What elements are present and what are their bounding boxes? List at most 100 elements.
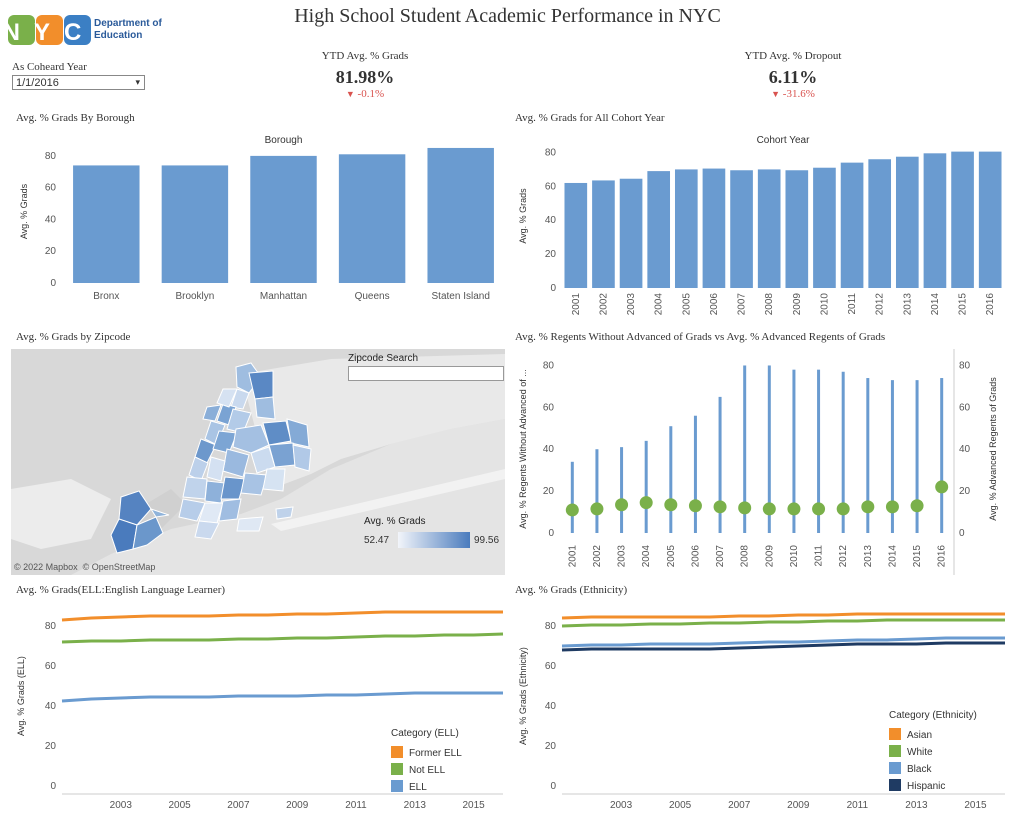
y-axis-label: Avg. % Grads (Ethnicity) bbox=[518, 647, 528, 745]
brooklyn-queens-shapes bbox=[178, 418, 312, 540]
chart-header: Cohort Year bbox=[757, 135, 810, 146]
advanced-regents-point bbox=[787, 502, 801, 516]
regents-without-advanced-bar bbox=[595, 449, 599, 533]
y-tick-label-left: 20 bbox=[543, 486, 555, 497]
regents-without-advanced-bar bbox=[890, 380, 894, 533]
y-tick-label-left: 80 bbox=[543, 360, 555, 371]
bar bbox=[951, 151, 974, 288]
y-tick-label-right: 80 bbox=[959, 360, 971, 371]
logo-graphic: NYC Department of Education bbox=[3, 15, 162, 46]
advanced-regents-point bbox=[935, 480, 949, 494]
y-tick-label: 60 bbox=[45, 183, 57, 194]
cohort-bar-chart[interactable]: Cohort Year Avg. % Grads 0 20 40 60 80 2001 2002… bbox=[508, 128, 1022, 318]
y-tick-label-right: 20 bbox=[959, 486, 971, 497]
kpi-dropout-delta-value: -31.6% bbox=[782, 88, 815, 100]
y-axis-label: Avg. % Grads bbox=[19, 183, 29, 239]
x-tick-label: 2009 bbox=[764, 545, 775, 568]
down-arrow-icon: ▼ bbox=[771, 89, 781, 99]
ell-chart-title: Avg. % Grads(ELL:English Language Learne… bbox=[16, 584, 226, 596]
zipcode-search-input[interactable] bbox=[348, 366, 504, 381]
advanced-regents-point bbox=[565, 503, 579, 517]
x-tick-label: 2012 bbox=[838, 545, 849, 568]
ethnicity-line-chart[interactable]: Avg. % Grads (Ethnicity) 0 20 40 60 80 2003 200… bbox=[508, 598, 1022, 821]
kpi-dropout-label: YTD Avg. % Dropout bbox=[744, 50, 842, 62]
borough-bar-chart[interactable]: Borough Avg. % Grads 0 20 40 60 80 Bronx Brookly… bbox=[0, 128, 505, 313]
regents-without-advanced-bar bbox=[718, 396, 722, 533]
advanced-regents-point bbox=[762, 502, 776, 516]
y-tick-label: 40 bbox=[545, 215, 557, 226]
x-tick-label: 2004 bbox=[654, 293, 665, 316]
y-tick-label-right: 60 bbox=[959, 402, 971, 413]
y-tick-label: 0 bbox=[550, 283, 556, 294]
bar bbox=[923, 153, 947, 288]
x-tick-label: 2009 bbox=[286, 800, 309, 811]
x-tick-label: 2001 bbox=[567, 545, 578, 568]
advanced-regents-point bbox=[836, 502, 850, 516]
x-tick-label: 2010 bbox=[819, 293, 830, 316]
x-tick-label: 2011 bbox=[814, 545, 825, 567]
bar bbox=[757, 169, 781, 288]
regents-without-advanced-bar bbox=[841, 371, 845, 533]
legend-swatch bbox=[889, 762, 901, 774]
zipcode-map[interactable]: © 2022 Mapbox © OpenStreetMap bbox=[11, 349, 505, 575]
x-tick-label: 2006 bbox=[709, 293, 720, 316]
x-tick-label: 2004 bbox=[641, 545, 652, 568]
y-tick-label: 40 bbox=[545, 701, 557, 712]
regents-without-advanced-bar bbox=[669, 426, 673, 533]
y-tick-label: 0 bbox=[550, 781, 556, 792]
regents-without-advanced-bar bbox=[866, 378, 870, 533]
x-tick-label: 2005 bbox=[681, 293, 692, 316]
bar bbox=[647, 171, 671, 288]
cohort-year-value: 1/1/2016 bbox=[16, 77, 59, 89]
y-tick-label-right: 0 bbox=[959, 528, 965, 539]
x-tick-label: 2006 bbox=[690, 545, 701, 568]
kpi-grads-value: 81.98% bbox=[335, 67, 395, 87]
kpi-dropout-delta: ▼ -31.6% bbox=[718, 88, 868, 100]
manhattan-shapes bbox=[188, 362, 276, 482]
x-tick-label: 2003 bbox=[626, 293, 637, 316]
bar bbox=[730, 170, 753, 288]
series-line bbox=[561, 618, 1005, 628]
regents-without-advanced-bar bbox=[767, 365, 771, 533]
y-tick-label: 80 bbox=[545, 621, 557, 632]
x-tick-label: Manhattan bbox=[260, 291, 307, 302]
x-tick-label: 2014 bbox=[887, 545, 898, 568]
regents-without-advanced-bar bbox=[570, 461, 574, 533]
y-tick-label: 80 bbox=[545, 147, 557, 158]
chevron-down-icon: ▾ bbox=[135, 77, 140, 87]
series-line bbox=[61, 632, 504, 644]
bar bbox=[427, 147, 494, 283]
x-tick-label: 2007 bbox=[715, 545, 726, 568]
bar bbox=[73, 165, 140, 283]
legend-item: Asian bbox=[907, 730, 932, 741]
y-tick-label: 0 bbox=[50, 278, 56, 289]
advanced-regents-point bbox=[910, 499, 924, 513]
x-tick-label: 2005 bbox=[669, 800, 692, 811]
x-tick-label: 2014 bbox=[930, 293, 941, 316]
series-line bbox=[561, 641, 1005, 652]
kpi-grads-delta: ▼ -0.1% bbox=[290, 88, 440, 100]
x-tick-label: 2007 bbox=[227, 800, 250, 811]
bar bbox=[978, 151, 1002, 288]
bar bbox=[840, 162, 864, 288]
x-tick-label: 2015 bbox=[462, 800, 485, 811]
x-tick-label: 2008 bbox=[740, 545, 751, 568]
staten-island-shapes bbox=[110, 490, 170, 554]
regents-without-advanced-bar bbox=[644, 440, 648, 533]
y-axis-label-left: Avg. % Regents Without Advanced of ... bbox=[518, 369, 528, 528]
x-tick-label: 2001 bbox=[571, 293, 582, 316]
map-legend-min: 52.47 bbox=[364, 534, 390, 546]
legend-item: White bbox=[907, 747, 933, 758]
regents-dual-axis-chart[interactable]: Avg. % Regents Without Advanced of ... Av… bbox=[508, 345, 1022, 575]
page-title: High School Student Academic Performance… bbox=[294, 5, 721, 27]
x-tick-label: 2002 bbox=[592, 545, 603, 568]
y-axis-label: Avg. % Grads bbox=[518, 188, 528, 244]
x-tick-label: 2012 bbox=[875, 293, 886, 316]
advanced-regents-point bbox=[885, 500, 899, 514]
legend-swatch bbox=[391, 746, 403, 758]
x-tick-label: Bronx bbox=[93, 291, 119, 302]
x-tick-label: 2010 bbox=[789, 545, 800, 568]
map-graphic bbox=[11, 349, 505, 575]
cohort-year-dropdown[interactable]: 1/1/2016 ▾ bbox=[12, 75, 145, 90]
ell-line-chart[interactable]: Avg. % Grads (ELL) 0 20 40 60 80 2003 2005 2007 2… bbox=[0, 598, 508, 821]
